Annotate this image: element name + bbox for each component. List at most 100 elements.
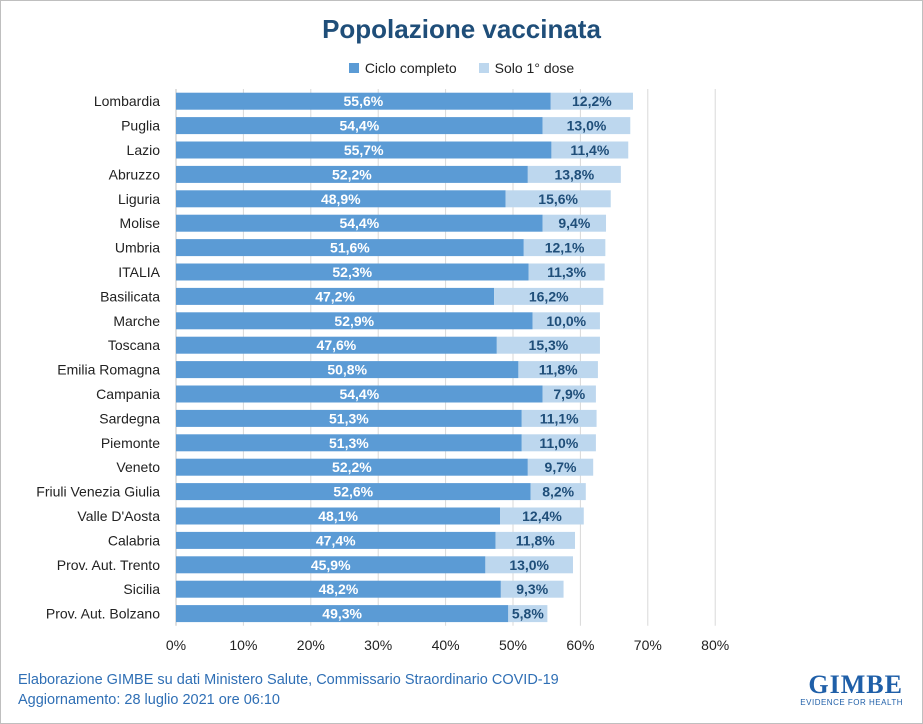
category-label: Prov. Aut. Trento xyxy=(57,557,160,573)
data-label-ciclo-completo: 51,6% xyxy=(330,240,370,256)
bar-solo-prima-dose xyxy=(485,556,573,574)
category-label: Sardegna xyxy=(99,410,160,426)
data-label-solo-prima-dose: 8,2% xyxy=(542,484,574,500)
legend-label-solo-prima-dose: Solo 1° dose xyxy=(494,60,575,76)
bar-solo-prima-dose xyxy=(494,287,604,305)
x-tick-label: 20% xyxy=(297,637,325,653)
data-label-solo-prima-dose: 13,0% xyxy=(567,118,607,134)
bar-ciclo-completo xyxy=(176,361,519,379)
data-label-ciclo-completo: 51,3% xyxy=(329,410,369,426)
bar-ciclo-completo xyxy=(176,117,543,135)
logo-name: GIMBE xyxy=(808,670,903,699)
bar-solo-prima-dose xyxy=(528,263,605,281)
x-tick-label: 50% xyxy=(499,637,527,653)
category-label: Campania xyxy=(96,386,160,402)
data-label-ciclo-completo: 54,4% xyxy=(339,215,379,231)
data-label-ciclo-completo: 55,6% xyxy=(344,93,384,109)
bar-ciclo-completo xyxy=(176,239,524,257)
data-label-solo-prima-dose: 9,3% xyxy=(516,581,548,597)
data-label-solo-prima-dose: 7,9% xyxy=(553,386,585,402)
bar-solo-prima-dose xyxy=(527,165,621,183)
category-label: Toscana xyxy=(108,337,160,353)
data-label-ciclo-completo: 52,3% xyxy=(332,264,372,280)
data-label-ciclo-completo: 48,1% xyxy=(318,508,358,524)
category-label: Friuli Venezia Giulia xyxy=(36,484,160,500)
footer-update: Aggiornamento: 28 luglio 2021 ore 06:10 xyxy=(18,692,280,708)
data-label-ciclo-completo: 48,2% xyxy=(319,581,359,597)
data-label-ciclo-completo: 45,9% xyxy=(311,557,351,573)
bar-solo-prima-dose xyxy=(550,92,633,110)
data-label-solo-prima-dose: 13,0% xyxy=(509,557,549,573)
legend: Ciclo completo Solo 1° dose xyxy=(0,60,923,76)
bar-solo-prima-dose xyxy=(551,141,629,159)
data-label-solo-prima-dose: 13,8% xyxy=(554,166,594,182)
x-tick-label: 70% xyxy=(634,637,662,653)
x-tick-label: 30% xyxy=(364,637,392,653)
category-label: Marche xyxy=(113,313,160,329)
legend-swatch-solo-prima-dose xyxy=(478,63,489,73)
bar-ciclo-completo xyxy=(176,312,533,330)
data-label-ciclo-completo: 52,6% xyxy=(333,484,373,500)
bar-ciclo-completo xyxy=(176,92,551,110)
bar-ciclo-completo xyxy=(176,580,501,598)
legend-item-solo-prima-dose: Solo 1° dose xyxy=(478,60,575,76)
bar-ciclo-completo xyxy=(176,409,522,427)
gimbe-logo: GIMBE EVIDENCE FOR HEALTH xyxy=(800,670,903,708)
x-tick-label: 80% xyxy=(701,637,729,653)
bar-solo-prima-dose xyxy=(542,214,607,232)
data-label-solo-prima-dose: 12,2% xyxy=(572,93,612,109)
bar-solo-prima-dose xyxy=(542,117,631,135)
bar-ciclo-completo xyxy=(176,605,509,623)
data-label-solo-prima-dose: 11,8% xyxy=(516,532,555,548)
data-label-ciclo-completo: 50,8% xyxy=(327,362,367,378)
category-label: Valle D'Aosta xyxy=(77,508,160,524)
bar-solo-prima-dose xyxy=(542,385,596,403)
category-label: Lombardia xyxy=(94,93,160,109)
category-label: Molise xyxy=(120,215,161,231)
data-label-ciclo-completo: 47,6% xyxy=(317,337,357,353)
data-label-ciclo-completo: 47,2% xyxy=(315,288,355,304)
bar-solo-prima-dose xyxy=(523,239,606,257)
bar-ciclo-completo xyxy=(176,190,506,208)
category-label: Calabria xyxy=(108,532,160,548)
bar-ciclo-completo xyxy=(176,385,543,403)
data-label-ciclo-completo: 52,2% xyxy=(332,459,372,475)
data-label-solo-prima-dose: 12,4% xyxy=(522,508,562,524)
data-label-solo-prima-dose: 12,1% xyxy=(545,240,585,256)
category-label: Sicilia xyxy=(123,581,160,597)
data-label-solo-prima-dose: 9,4% xyxy=(558,215,590,231)
category-label: ITALIA xyxy=(118,264,160,280)
category-label: Prov. Aut. Bolzano xyxy=(46,606,160,622)
category-label: Liguria xyxy=(118,191,160,207)
bar-ciclo-completo xyxy=(176,263,529,281)
data-label-solo-prima-dose: 16,2% xyxy=(529,288,569,304)
data-label-ciclo-completo: 48,9% xyxy=(321,191,361,207)
category-label: Umbria xyxy=(115,240,160,256)
legend-label-ciclo-completo: Ciclo completo xyxy=(364,60,457,76)
x-tick-label: 40% xyxy=(432,637,460,653)
data-label-ciclo-completo: 52,9% xyxy=(334,313,374,329)
data-label-ciclo-completo: 49,3% xyxy=(322,606,362,622)
bar-solo-prima-dose xyxy=(530,483,586,501)
bar-ciclo-completo xyxy=(176,336,497,354)
category-label: Emilia Romagna xyxy=(57,362,160,378)
bar-ciclo-completo xyxy=(176,483,531,501)
data-label-ciclo-completo: 54,4% xyxy=(339,118,379,134)
data-label-solo-prima-dose: 11,3% xyxy=(547,264,586,280)
category-label: Lazio xyxy=(127,142,161,158)
legend-swatch-ciclo-completo xyxy=(348,63,359,73)
bar-solo-prima-dose xyxy=(496,336,600,354)
x-tick-label: 60% xyxy=(566,637,594,653)
bar-solo-prima-dose xyxy=(495,531,576,549)
bar-solo-prima-dose xyxy=(500,507,584,525)
logo-tagline: EVIDENCE FOR HEALTH xyxy=(800,698,903,707)
bar-ciclo-completo xyxy=(176,141,552,159)
data-label-ciclo-completo: 52,2% xyxy=(332,166,372,182)
category-label: Puglia xyxy=(121,118,160,134)
bar-solo-prima-dose xyxy=(500,580,564,598)
category-label: Abruzzo xyxy=(109,166,161,182)
data-label-solo-prima-dose: 15,6% xyxy=(538,191,578,207)
data-label-ciclo-completo: 47,4% xyxy=(316,532,356,548)
bar-ciclo-completo xyxy=(176,556,486,574)
